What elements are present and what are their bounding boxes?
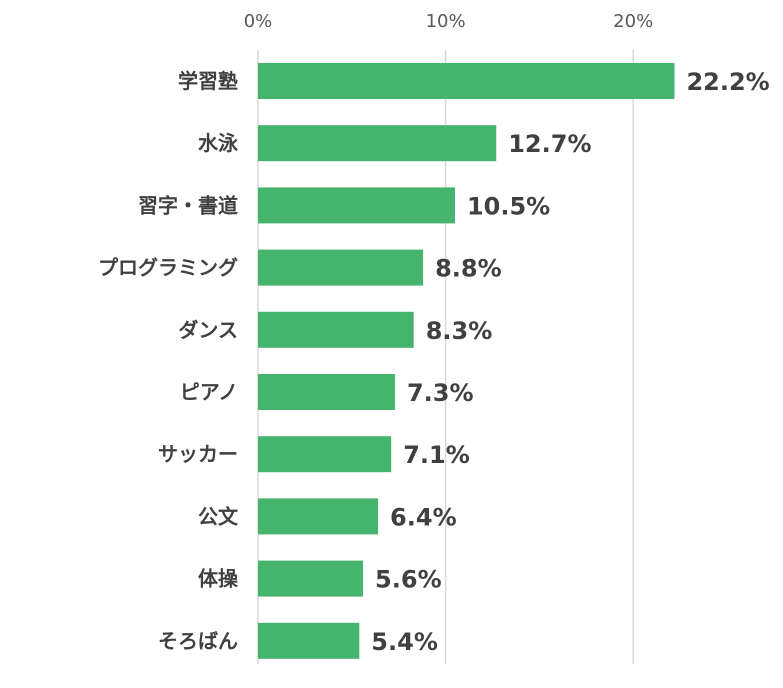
data-label: 22.2% [686,68,769,96]
x-axis-ticks: 0% 10% 20% [244,11,653,32]
data-label: 7.1% [403,441,470,469]
category-label: 公文 [198,504,239,528]
category-label: 体操 [198,567,239,591]
bar-1 [258,125,497,162]
bar-4 [258,311,414,348]
x-tick-label: 20% [613,11,653,32]
bar-3 [258,249,424,286]
data-label: 5.4% [371,628,438,656]
data-label: 8.3% [426,317,493,345]
data-labels: 22.2% 12.7% 10.5% 8.8% 8.3% 7.3% 7.1% 6.4% 5.6% 5… [371,68,769,656]
bar-6 [258,436,392,473]
x-tick-label: 0% [244,11,273,32]
data-label: 10.5% [467,192,550,220]
bar-8 [258,560,364,597]
bar-5 [258,374,395,410]
data-label: 12.7% [508,130,591,158]
x-tick-label: 10% [426,11,466,32]
data-label: 7.3% [407,379,474,407]
category-label: 学習塾 [178,69,238,93]
bar-0 [258,63,675,99]
category-label: プログラミング [98,256,238,280]
data-label: 6.4% [390,503,457,531]
category-label: ピアノ [180,380,238,404]
category-label: 水泳 [198,131,239,155]
bars [258,63,675,659]
category-label: 習字・書道 [138,193,238,217]
data-label: 8.8% [435,255,502,283]
bar-2 [258,187,455,224]
bar-7 [258,498,379,535]
category-label: そろばん [158,629,238,653]
data-label: 5.6% [375,566,442,594]
category-label: サッカー [158,442,238,466]
category-label: ダンス [178,318,238,342]
bar-9 [258,622,360,659]
